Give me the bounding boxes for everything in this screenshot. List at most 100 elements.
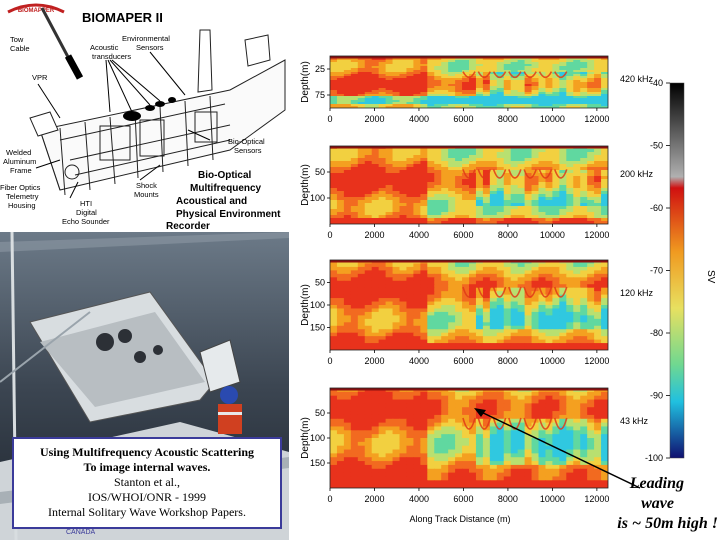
instrument-diagram: BIOMAPPER BIOMAPER II <box>0 3 286 232</box>
label-fiber-2: Telemetry <box>6 192 39 201</box>
tow-cable-drawing <box>40 7 84 80</box>
x-tick-label: 6000 <box>453 114 473 124</box>
logo: BIOMAPPER <box>7 3 65 14</box>
y-tick-label: 75 <box>315 90 325 100</box>
x-tick-label: 4000 <box>409 230 429 240</box>
frequency-label: 420 kHz <box>620 74 654 84</box>
colorbar-tick-label: -100 <box>645 453 663 463</box>
x-tick-label: 12000 <box>584 230 609 240</box>
x-tick-label: 2000 <box>364 356 384 366</box>
x-tick-label: 6000 <box>453 230 473 240</box>
recorder-title-1: Bio-Optical <box>198 170 252 181</box>
label-frame-2: Aluminum <box>3 157 36 166</box>
frame-drawing <box>29 29 286 196</box>
diagram-title: BIOMAPER II <box>82 10 163 25</box>
panel-frame <box>329 145 609 225</box>
y-tick-label: 100 <box>310 433 325 443</box>
y-tick-label: 150 <box>310 458 325 468</box>
annotation-line-3: is ~ 50m high ! <box>617 515 718 532</box>
x-tick-label: 10000 <box>540 114 565 124</box>
echogram-image <box>330 260 608 350</box>
echogram-panel-1: 25 75 Depth(m) 0 2000 4000 6000 8000 10000 12000 4… <box>300 55 654 124</box>
transducers-drawing <box>123 97 176 121</box>
x-tick-label: 8000 <box>498 356 518 366</box>
x-tick-label: 2000 <box>364 230 384 240</box>
logo-text: BIOMAPPER <box>18 8 55 14</box>
leading-wave-arrow <box>474 408 641 489</box>
colorbar-tick-label: -40 <box>650 78 663 88</box>
x-tick-label: 8000 <box>498 114 518 124</box>
x-tick-label: 8000 <box>498 230 518 240</box>
x-tick-label: 12000 <box>584 356 609 366</box>
label-shock-2: Mounts <box>134 190 159 199</box>
x-tick-label: 4000 <box>409 356 429 366</box>
x-tick-label: 4000 <box>409 114 429 124</box>
label-hti-1: HTI <box>80 199 92 208</box>
caption-line-1: Using Multifrequency Acoustic Scattering <box>39 445 255 459</box>
label-shock-1: Shock <box>136 181 157 190</box>
caption-box: Using Multifrequency Acoustic Scattering… <box>12 437 282 529</box>
label-fiber-3: Housing <box>8 201 36 210</box>
frequency-label: 43 kHz <box>620 416 649 426</box>
x-tick-label: 10000 <box>540 356 565 366</box>
y-tick-label: 25 <box>315 64 325 74</box>
caption-line-2: To image internal waves. <box>83 460 211 474</box>
y-tick-label: 100 <box>310 300 325 310</box>
x-tick-label: 12000 <box>584 114 609 124</box>
recorder-title-2: Multifrequency <box>190 183 262 194</box>
annotation-line-1: Leading <box>629 475 684 492</box>
label-acoustic-2: transducers <box>92 52 131 61</box>
label-tow-cable-1: Tow <box>10 35 24 44</box>
y-tick-label: 100 <box>310 193 325 203</box>
x-tick-label: 0 <box>327 230 332 240</box>
label-vpr: VPR <box>32 73 48 82</box>
x-tick-label: 0 <box>327 356 332 366</box>
y-tick-label: 50 <box>315 278 325 288</box>
y-axis-label: Depth(m) <box>300 284 311 326</box>
x-tick-label: 10000 <box>540 230 565 240</box>
colorbar-tick-label: -90 <box>650 391 663 401</box>
caption-line-4: IOS/WHOI/ONR - 1999 <box>88 490 206 504</box>
label-frame-1: Welded <box>6 148 31 157</box>
recorder-title-4: Physical Environment <box>176 209 281 220</box>
label-frame-3: Frame <box>10 166 32 175</box>
label-tow-cable-2: Cable <box>10 44 30 53</box>
x-tick-label: 2000 <box>364 114 384 124</box>
caption-line-3: Stanton et al., <box>114 475 180 489</box>
y-axis-label: Depth(m) <box>300 164 311 206</box>
label-bio-1: Bio-Optical <box>228 137 265 146</box>
x-tick-label: 0 <box>327 114 332 124</box>
label-hti-3: Echo Sounder <box>62 217 110 226</box>
colorbar-tick-label: -70 <box>650 266 663 276</box>
x-tick-label: 4000 <box>409 494 429 504</box>
y-tick-label: 150 <box>310 323 325 333</box>
frequency-label: 120 kHz <box>620 288 654 298</box>
x-tick-label: 0 <box>327 494 332 504</box>
echogram-image <box>330 388 608 488</box>
label-env-1: Environmental <box>122 34 170 43</box>
label-hti-2: Digital <box>76 208 97 217</box>
echogram-image <box>330 56 608 108</box>
annotation-line-2: wave <box>641 495 674 512</box>
leader-lines <box>35 51 211 199</box>
y-axis-label: Depth(m) <box>300 417 311 459</box>
colorbar-label: SV <box>705 270 716 284</box>
x-tick-label: 8000 <box>498 494 518 504</box>
label-env-2: Sensors <box>136 43 164 52</box>
colorbar-tick-label: -50 <box>650 141 663 151</box>
label-bio-2: Sensors <box>234 146 262 155</box>
echogram-image <box>330 146 608 224</box>
colorbar-tick-label: -60 <box>650 203 663 213</box>
label-fiber-1: Fiber Optics <box>0 183 41 192</box>
leading-wave-annotation: Leading wave is ~ 50m high ! <box>588 474 718 534</box>
y-axis-label: Depth(m) <box>300 61 311 103</box>
colorbar: -40 -50 -60 -70 -80 -90 -100 SV <box>645 78 716 463</box>
frequency-label: 200 kHz <box>620 169 654 179</box>
x-axis-label: Along Track Distance (m) <box>409 514 510 524</box>
colorbar-tick-label: -80 <box>650 328 663 338</box>
recorder-title-5: Recorder <box>166 221 210 232</box>
y-tick-label: 50 <box>315 167 325 177</box>
